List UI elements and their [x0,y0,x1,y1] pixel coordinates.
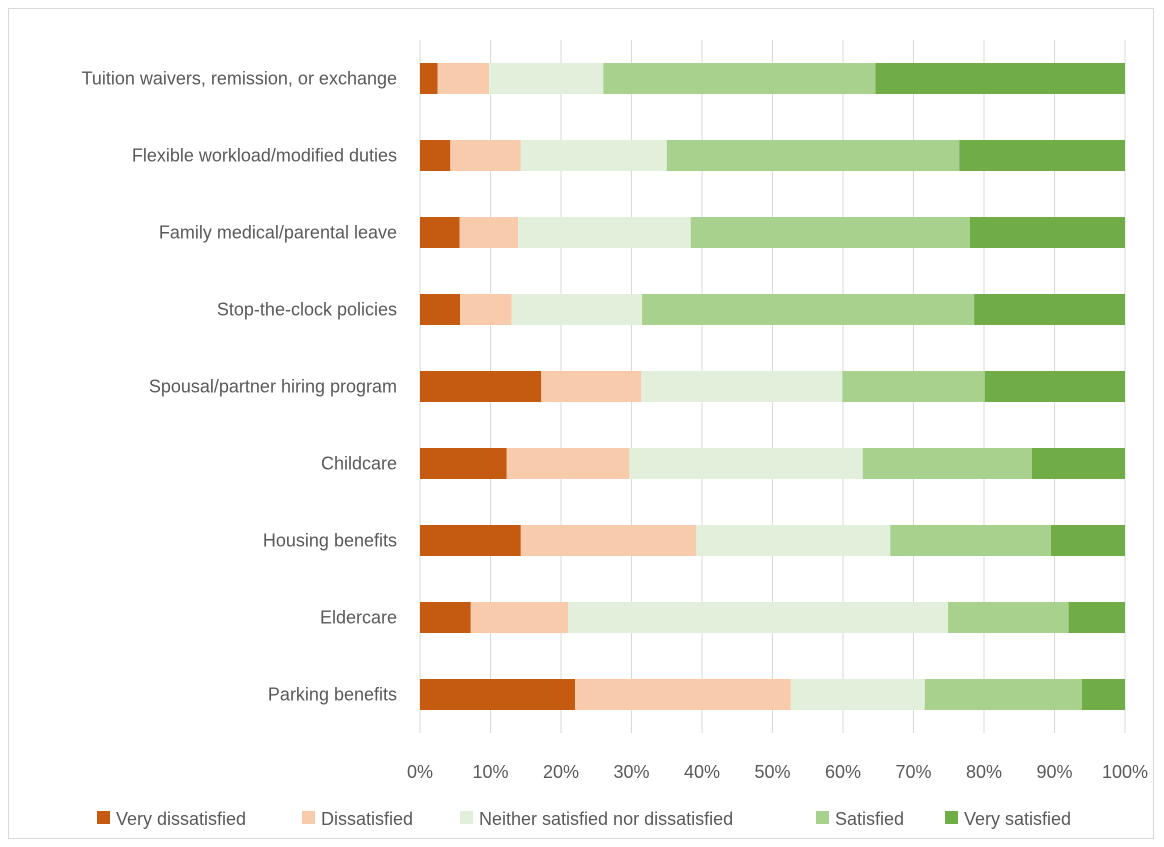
bars [420,63,1125,710]
bar-segment [603,63,876,94]
bar-segment [696,525,891,556]
bar-segment [1050,525,1125,556]
bar-segment [450,140,521,171]
bar-segment [520,140,667,171]
bar-segment [924,679,1082,710]
x-tick-label: 100% [1102,762,1148,782]
bar-segment [470,602,569,633]
category-label: Childcare [321,454,397,474]
bar-segment [790,679,925,710]
x-tick-label: 40% [684,762,720,782]
category-labels: Tuition waivers, remission, or exchange F… [82,69,397,705]
bar-segment [489,63,604,94]
bar-segment [1081,679,1125,710]
bar-segment [437,63,490,94]
bar-segment [690,217,970,248]
x-tick-label: 50% [754,762,790,782]
bar-segment [511,294,643,325]
legend-swatch [816,811,829,824]
category-label: Flexible workload/modified duties [132,146,397,166]
legend-swatch [302,811,315,824]
bar-segment [568,602,949,633]
bar-segment [862,448,1032,479]
category-label: Stop-the-clock policies [217,300,397,320]
bar-segment [420,140,451,171]
bar-segment [420,448,507,479]
legend-swatch [460,811,473,824]
bar-segment [420,525,521,556]
category-label: Eldercare [320,608,397,628]
bar-segment [969,217,1125,248]
x-tick-label: 30% [613,762,649,782]
category-label: Tuition waivers, remission, or exchange [82,69,397,89]
bar-segment [420,294,461,325]
bar-segment [541,371,642,402]
legend-label: Very dissatisfied [116,809,246,829]
x-tick-label: 10% [472,762,508,782]
bar-segment [575,679,791,710]
bar-segment [420,602,471,633]
x-tick-label: 60% [825,762,861,782]
bar-segment [842,371,985,402]
x-tick-label: 0% [407,762,433,782]
legend: Very dissatisfied Dissatisfied Neither sat… [97,809,1071,829]
bar-segment [420,63,438,94]
bar-segment [666,140,960,171]
bar-segment [517,217,691,248]
bar-segment [460,294,512,325]
x-axis-ticks: 0% 10% 20% 30% 40% 50% 60% 70% 80% 90% 100% [407,762,1148,782]
bar-segment [629,448,863,479]
bar-segment [420,371,542,402]
legend-label: Very satisfied [964,809,1071,829]
bar-segment [420,217,460,248]
category-label: Parking benefits [268,685,397,705]
bar-segment [948,602,1069,633]
legend-label: Dissatisfied [321,809,413,829]
bar-segment [420,679,576,710]
bar-segment [890,525,1051,556]
bar-segment [974,294,1125,325]
x-tick-label: 70% [895,762,931,782]
x-tick-label: 90% [1036,762,1072,782]
x-tick-label: 80% [966,762,1002,782]
legend-label: Neither satisfied nor dissatisfied [479,809,733,829]
category-label: Housing benefits [263,531,397,551]
legend-swatch [97,811,110,824]
bar-segment [459,217,518,248]
legend-label: Satisfied [835,809,904,829]
bar-segment [959,140,1125,171]
bar-segment [875,63,1125,94]
bar-segment [1031,448,1125,479]
bar-segment [1068,602,1125,633]
bar-segment [641,371,843,402]
legend-swatch [945,811,958,824]
x-tick-label: 20% [543,762,579,782]
bar-segment [642,294,975,325]
bar-segment [506,448,630,479]
bar-segment [984,371,1125,402]
bar-segment [520,525,697,556]
category-label: Family medical/parental leave [159,223,397,243]
category-label: Spousal/partner hiring program [149,377,397,397]
